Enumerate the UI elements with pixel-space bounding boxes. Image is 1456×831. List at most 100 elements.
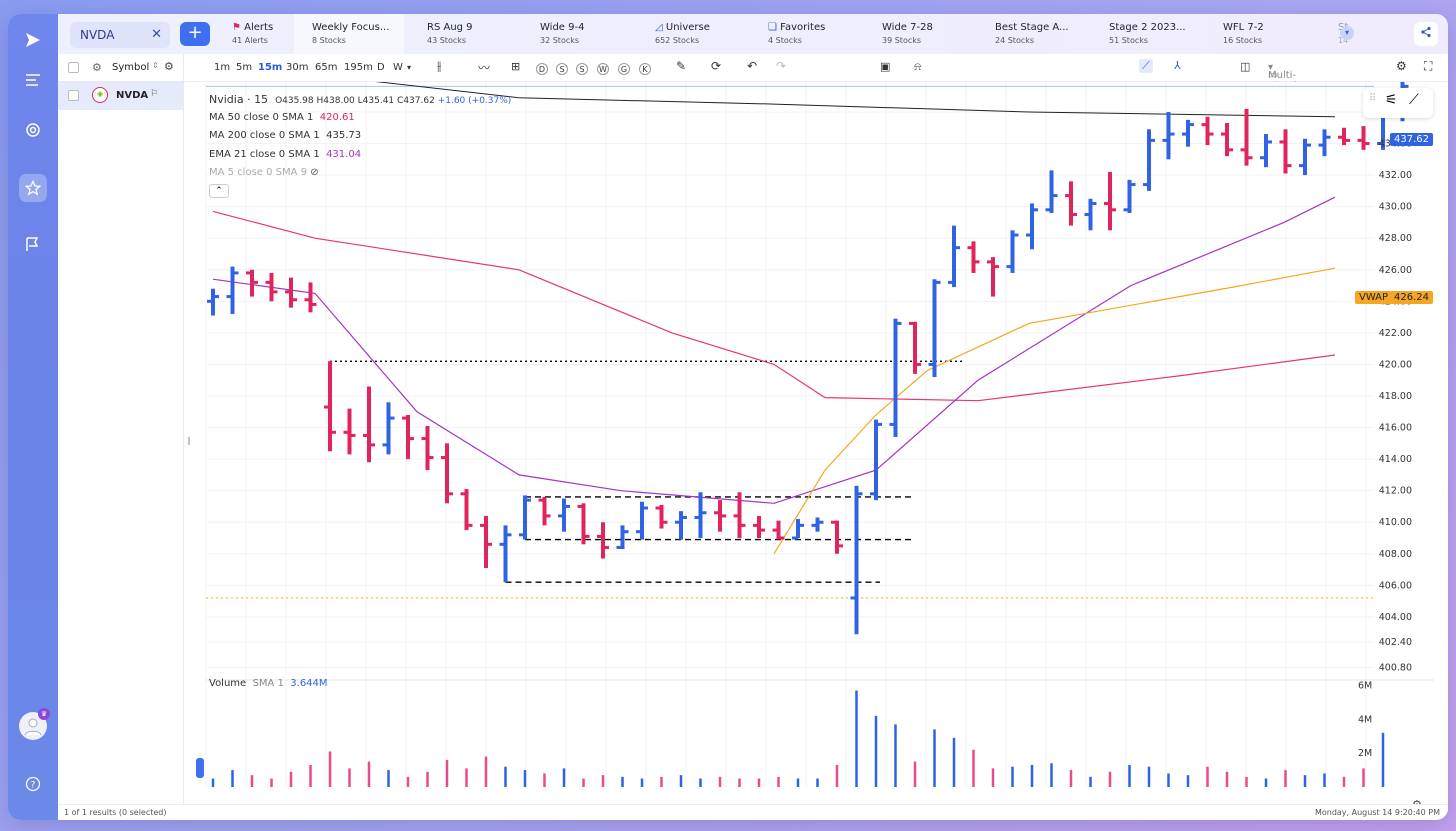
line-chart-icon[interactable]: ⟋ (1139, 59, 1153, 73)
layout-icon[interactable]: ◫ (1240, 60, 1251, 73)
resize-handle[interactable]: ‖ (187, 436, 191, 445)
timeframe-d[interactable]: D (377, 62, 385, 73)
logo-icon[interactable] (19, 26, 47, 54)
timeframe-5m[interactable]: 5m (236, 62, 253, 73)
volume-legend: Volume SMA 1 3.644M (209, 678, 328, 689)
drag-handle-icon[interactable]: ⠿ (1369, 93, 1377, 104)
period-button[interactable]: D (536, 63, 548, 75)
period-button[interactable]: G (618, 63, 630, 75)
tab-rs-aug9[interactable]: RS Aug 9 43 Stocks (427, 14, 527, 54)
tab-best-stage[interactable]: Best Stage A... 24 Stocks (995, 14, 1095, 54)
tab-wide-9-4[interactable]: Wide 9-4 32 Stocks (540, 14, 640, 54)
share-icon (1421, 26, 1431, 38)
ma200-legend[interactable]: MA 200 close 0 SMA 1 435.73 (209, 130, 362, 141)
folder-icon: ▭ (1268, 70, 1278, 81)
ema21-legend[interactable]: EMA 21 close 0 SMA 1 431.04 (209, 149, 362, 160)
timeframe-195m[interactable]: 195m (344, 62, 373, 73)
symbol-list-header: ⚙ Symbol ⇕ ⚙ (58, 54, 183, 82)
add-tab-button[interactable]: + (180, 22, 210, 46)
price-chart[interactable]: 436.00434.00432.00430.00428.00426.00424.… (184, 62, 1448, 815)
tab-wfl-7-2[interactable]: WFL 7-2 16 Stocks (1223, 14, 1323, 54)
indicators-icon[interactable]: 〰 (478, 61, 491, 75)
grid-icon[interactable]: ⊞ (511, 60, 521, 73)
ma50-legend[interactable]: MA 50 close 0 SMA 1 420.61 (209, 112, 355, 123)
candlestick-icon[interactable]: ⚟ (1385, 92, 1398, 108)
symbol-tab-label: NVDA (80, 28, 115, 42)
flag-icon[interactable] (19, 230, 47, 258)
redo-icon[interactable]: ↷ (776, 59, 787, 73)
y-axis-label: 418.00 (1379, 391, 1412, 402)
draw-icon[interactable]: ✎ (676, 59, 687, 73)
select-all-checkbox[interactable] (68, 62, 79, 73)
ohlc-values: O435.98 H438.00 L435.41 C437.62 +1.60 (+… (275, 96, 512, 106)
y-axis-label: 414.00 (1379, 454, 1412, 465)
chart-area[interactable]: 436.00434.00432.00430.00428.00426.00424.… (184, 62, 1448, 815)
tab-title: Universe (665, 22, 710, 33)
timeframe-w[interactable]: W (393, 62, 403, 73)
list-icon[interactable] (19, 66, 47, 94)
row-checkbox[interactable] (68, 90, 79, 101)
ma5-legend[interactable]: MA 5 close 0 SMA 9 ⊘ (209, 167, 319, 178)
timeframe-30m[interactable]: 30m (286, 62, 309, 73)
status-datetime: Monday, August 14 9:20:40 PM (1314, 808, 1440, 817)
y-axis-label: 422.00 (1379, 328, 1412, 339)
layout-select[interactable]: ▭ Multi-Timefra... ▾ (1268, 62, 1316, 92)
timeframe-1m[interactable]: 1m (214, 62, 231, 73)
symbol-tab[interactable]: NVDA ✕ (70, 22, 170, 48)
settings-icon[interactable]: ⚙ (92, 61, 102, 74)
y-axis-label: 426.00 (1379, 265, 1412, 276)
help-icon[interactable]: ? (19, 770, 47, 798)
trendline-icon[interactable]: ⟋ (1409, 92, 1419, 108)
flag-icon[interactable]: ⚐ (150, 89, 159, 99)
y-axis-label: 416.00 (1379, 423, 1412, 434)
y-axis-label: 428.00 (1379, 233, 1412, 244)
tab-weekly-focus[interactable]: Weekly Focus... 8 Stocks (294, 14, 404, 54)
fullscreen-icon[interactable]: ⛶ (1424, 59, 1433, 73)
chevron-down-icon[interactable]: ▾ (407, 63, 412, 72)
period-button[interactable]: S (556, 63, 568, 75)
symbol-ticker: NVDA (116, 90, 149, 101)
share-button[interactable] (1414, 22, 1438, 46)
ma5-line (212, 196, 1336, 504)
symbol-list-panel: ⚙ Symbol ⇕ ⚙ ◉ NVDA ⚐ (58, 54, 184, 804)
period-button[interactable]: K (639, 63, 651, 75)
tab-stage2-2023[interactable]: Stage 2 2023... 51 Stocks (1109, 14, 1209, 54)
status-bar: 1 of 1 results (0 selected) Monday, Augu… (58, 804, 1448, 820)
collapse-legend-button[interactable]: ⌃ (209, 184, 229, 198)
tab-title: Favorites (780, 22, 826, 33)
refresh-icon[interactable]: ⟳ (711, 59, 722, 73)
y-axis-label: 410.00 (1379, 517, 1412, 528)
period-button[interactable]: S (576, 63, 588, 75)
timeframe-65m[interactable]: 65m (315, 62, 338, 73)
gear-icon[interactable]: ⚙ (164, 60, 174, 73)
status-results: 1 of 1 results (0 selected) (64, 808, 167, 817)
close-icon[interactable]: ✕ (151, 27, 162, 42)
symbol-column-header[interactable]: Symbol (112, 62, 150, 73)
y-axis-label: 432.00 (1379, 170, 1412, 181)
svg-text:?: ? (31, 781, 36, 791)
app-window: ♛ ? NVDA ✕ + ⚑ Alerts 41 Alerts Weekly F… (8, 14, 1448, 820)
tab-subtitle: 652 Stocks (655, 36, 700, 45)
tab-title: Stage 2 2023... (1109, 22, 1186, 33)
scroll-left-handle[interactable] (196, 758, 204, 778)
bell-icon[interactable]: ⍾ (914, 60, 922, 73)
undo-icon[interactable]: ↶ (747, 59, 758, 73)
tab-universe[interactable]: ◿ Universe 652 Stocks (655, 14, 755, 54)
tab-wide-7-28[interactable]: Wide 7-28 39 Stocks (882, 14, 982, 54)
tab-subtitle: 32 Stocks (540, 36, 580, 45)
tab-favorites[interactable]: ❏ Favorites 4 Stocks (768, 14, 868, 54)
period-button[interactable]: W (597, 63, 609, 75)
symbol-row[interactable]: ◉ NVDA ⚐ (58, 82, 183, 110)
nav-rail: ♛ ? (8, 14, 58, 820)
chevron-down-icon[interactable]: ▾ (1340, 26, 1354, 40)
calendar-icon[interactable]: ▣ (880, 60, 891, 73)
tab-alerts[interactable]: ⚑ Alerts 41 Alerts (232, 14, 292, 54)
radar-icon[interactable] (19, 116, 47, 144)
timeframe-15m[interactable]: 15m (258, 62, 283, 73)
compare-icon[interactable]: ⅄ (1174, 59, 1181, 72)
bar-style-icon[interactable]: ⫲ (437, 59, 442, 74)
hidden-eye-icon[interactable]: ⊘ (310, 167, 319, 178)
settings-icon[interactable]: ⚙ (1396, 59, 1407, 73)
star-icon[interactable] (19, 174, 47, 202)
sort-icon[interactable]: ⇕ (152, 61, 159, 70)
